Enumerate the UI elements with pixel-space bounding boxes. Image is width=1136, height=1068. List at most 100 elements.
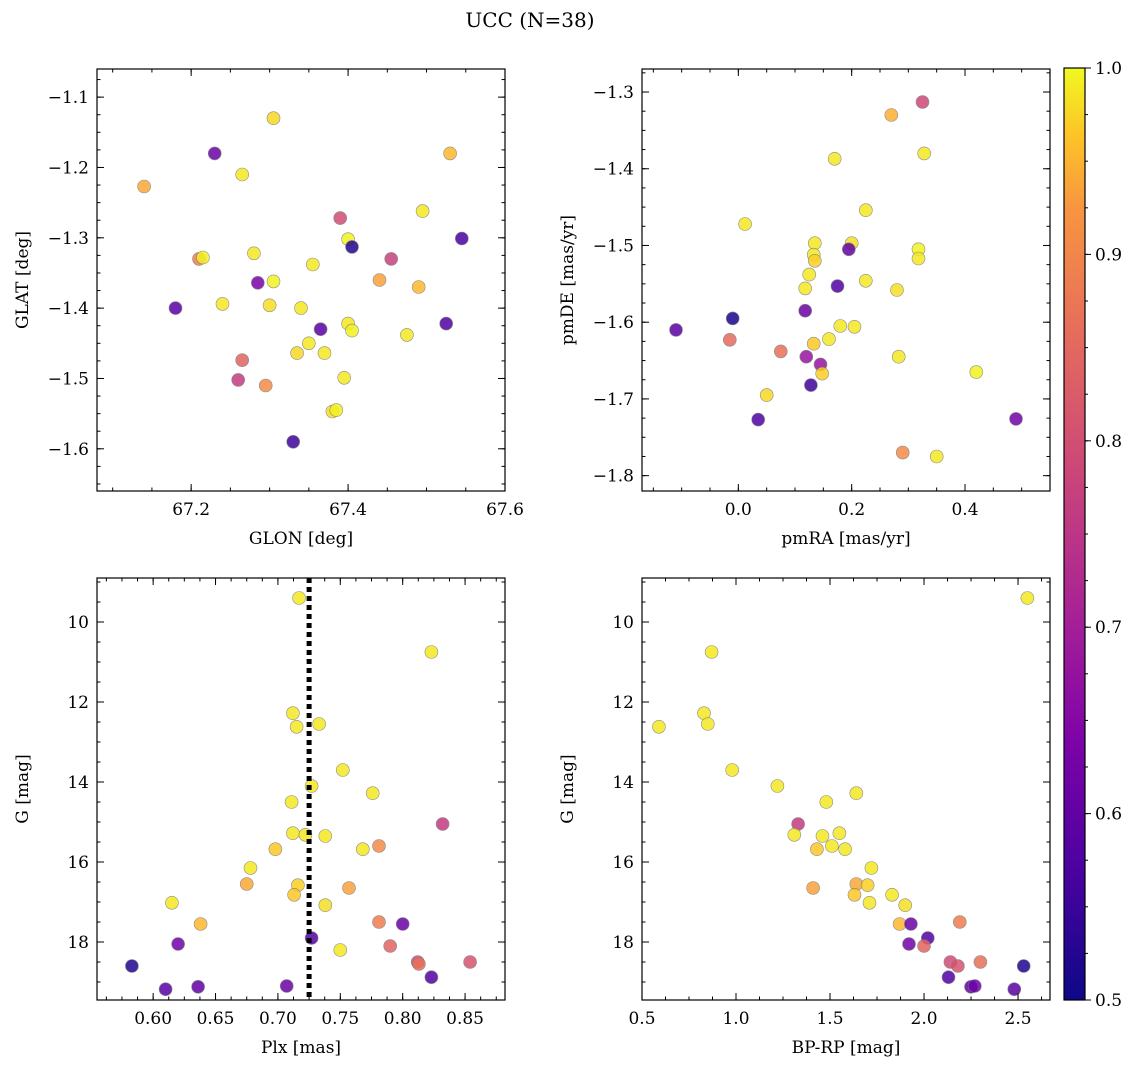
- colorbar-tick-label: 0.6: [1095, 805, 1122, 825]
- x-tick-label: 0.70: [259, 1009, 297, 1029]
- scatter-point: [858, 203, 873, 217]
- scatter-point: [463, 955, 477, 969]
- scatter-point: [439, 316, 454, 331]
- colorbar-fill: [1064, 68, 1085, 1000]
- scatter-point: [822, 332, 836, 346]
- scatter-point: [969, 365, 984, 379]
- x-tick-label: 0.65: [197, 1009, 235, 1029]
- scatter-point: [827, 152, 842, 166]
- y-tick-label: −1.2: [48, 158, 89, 178]
- scatter-point: [333, 211, 348, 225]
- scatter-point: [165, 895, 179, 910]
- scatter-point: [858, 273, 873, 288]
- scatter-point: [286, 706, 300, 721]
- scatter-point: [1009, 412, 1023, 426]
- scatter-point: [941, 970, 956, 985]
- y-tick-label: −1.3: [593, 83, 634, 103]
- y-tick-label: 12: [67, 693, 89, 713]
- scatter-point: [838, 842, 852, 857]
- scatter-point: [862, 895, 877, 910]
- scatter-point: [807, 236, 822, 250]
- axes-frame: [641, 68, 1051, 492]
- scatter-point: [424, 645, 439, 659]
- scatter-point: [833, 319, 848, 333]
- scatter-point: [917, 939, 931, 953]
- scatter-point: [215, 297, 230, 311]
- y-tick-label: −1.3: [48, 229, 89, 249]
- scatter-point: [365, 786, 380, 801]
- y-axis-label: pmDE [mas/yr]: [558, 215, 578, 345]
- x-tick-label: 0.4: [951, 500, 978, 520]
- scatter-point: [751, 412, 766, 427]
- scatter-point: [168, 301, 183, 315]
- panel-plx-g: 0.60 0.65 0.70 0.75 0.80 0.85 10 12 14 16 18 Plx [m…: [13, 577, 506, 1058]
- scatter-point: [832, 826, 847, 841]
- scatter-point: [770, 779, 785, 793]
- scatter-point: [819, 795, 834, 809]
- colorbar: 0.5 0.6 0.7 0.8 0.9 1.0: [1063, 59, 1122, 1011]
- scatter-point: [911, 251, 926, 266]
- panels-group: 67.2 67.4 67.6 −1.1 −1.2 −1.3 −1.4 −1.5 −1.6 GLON…: [13, 68, 1051, 1058]
- scatter-point: [864, 861, 879, 875]
- scatter-point: [279, 979, 294, 993]
- scatter-point: [342, 881, 356, 895]
- scatter-point: [250, 275, 265, 290]
- scatter-point: [798, 303, 813, 318]
- y-tick-label: −1.6: [593, 313, 634, 333]
- scatter-point: [885, 887, 899, 902]
- scatter-point: [266, 111, 281, 125]
- scatter-point: [725, 763, 740, 777]
- scatter-points: [137, 111, 469, 449]
- scatter-point: [787, 827, 802, 842]
- x-tick-label: 2.0: [911, 1009, 938, 1029]
- scatter-point: [847, 887, 862, 902]
- scatter-point: [952, 915, 967, 929]
- scatter-point: [125, 959, 139, 973]
- panel-glon-glat: 67.2 67.4 67.6 −1.1 −1.2 −1.3 −1.4 −1.5 −1.6 GLON…: [13, 68, 524, 549]
- y-tick-label: −1.8: [593, 467, 634, 487]
- scatter-point: [807, 253, 822, 268]
- x-tick-label: 67.4: [329, 500, 367, 520]
- scatter-points: [125, 591, 477, 997]
- scatter-point: [287, 887, 301, 902]
- scatter-point: [825, 839, 839, 853]
- colorbar-tick-label: 0.7: [1095, 618, 1122, 638]
- y-tick-label: 14: [67, 773, 89, 793]
- scatter-point: [841, 242, 856, 257]
- scatter-point: [722, 332, 737, 347]
- y-tick-label: 16: [612, 853, 634, 873]
- scatter-point: [799, 349, 814, 364]
- scatter-point: [247, 246, 261, 261]
- scatter-point: [1007, 982, 1022, 997]
- scatter-point: [815, 366, 830, 381]
- y-tick-label: −1.1: [48, 88, 89, 108]
- scatter-point: [915, 95, 930, 109]
- scatter-point: [268, 842, 283, 857]
- colorbar-tick-label: 1.0: [1095, 59, 1122, 79]
- y-tick-label: 18: [67, 933, 89, 953]
- scatter-point: [289, 719, 304, 734]
- scatter-point: [317, 346, 332, 360]
- x-tick-label: 0.85: [446, 1009, 484, 1029]
- y-tick-label: 18: [612, 933, 634, 953]
- scatter-point: [830, 279, 845, 293]
- scatter-point: [262, 298, 277, 313]
- scatter-point: [773, 344, 788, 359]
- x-tick-label: 67.6: [486, 500, 524, 520]
- y-tick-label: 14: [612, 773, 634, 793]
- x-tick-label: 0.80: [384, 1009, 422, 1029]
- y-tick-label: 12: [612, 693, 634, 713]
- scatter-point: [235, 167, 249, 182]
- scatter-point: [372, 915, 386, 929]
- scatter-point: [207, 146, 222, 161]
- scatter-point: [335, 763, 350, 777]
- panel-pmra-pmde: 0.0 0.2 0.4 −1.3 −1.4 −1.5 −1.6 −1.7 −1.8 pmRA [m…: [558, 68, 1051, 549]
- scatter-point: [355, 842, 370, 857]
- scatter-point: [669, 323, 683, 337]
- scatter-point: [759, 388, 774, 402]
- x-axis-label: Plx [mas]: [261, 1038, 341, 1058]
- x-tick-label: 0.75: [321, 1009, 359, 1029]
- x-axis-label: pmRA [mas/yr]: [781, 529, 910, 549]
- scatter-point: [345, 240, 359, 254]
- scatter-point: [700, 717, 715, 731]
